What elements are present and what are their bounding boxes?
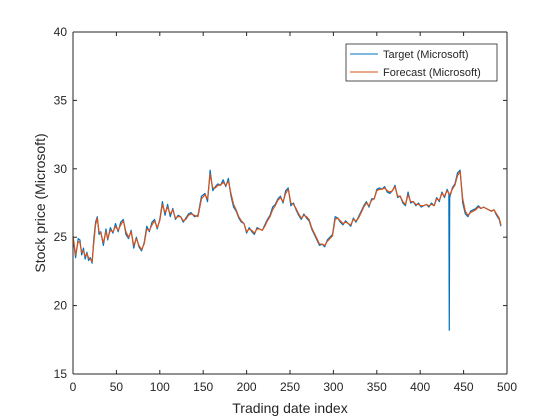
y-tick-label: 25 — [54, 230, 68, 244]
ticks-layer: 0 50 100 150 200 250 300 350 400 450 500 15 20 25 30 35… — [54, 25, 518, 394]
x-tick-label: 150 — [193, 380, 213, 394]
x-tick-label: 450 — [454, 380, 474, 394]
legend-label-forecast: Forecast (Microsoft) — [383, 67, 481, 79]
y-tick-label: 15 — [54, 367, 68, 381]
x-tick-label: 200 — [237, 380, 257, 394]
y-tick-label: 30 — [54, 162, 68, 176]
legend-box — [345, 43, 498, 82]
legend-label-target: Target (Microsoft) — [383, 49, 469, 61]
y-axis-label: Stock price (Microsoft) — [32, 133, 48, 272]
x-tick-label: 0 — [70, 380, 77, 394]
y-tick-label: 20 — [54, 299, 68, 313]
x-tick-label: 400 — [410, 380, 430, 394]
y-tick-label: 40 — [54, 25, 68, 39]
x-tick-label: 250 — [280, 380, 300, 394]
x-tick-label: 300 — [323, 380, 343, 394]
x-tick-label: 500 — [497, 380, 517, 394]
series-line-forecast — [72, 170, 502, 263]
x-tick-label: 350 — [367, 380, 387, 394]
y-tick-label: 35 — [54, 93, 68, 107]
x-tick-label: 100 — [150, 380, 170, 394]
series-layer — [72, 169, 502, 331]
x-axis-label: Trading date index — [232, 400, 347, 416]
x-tick-label: 50 — [110, 380, 124, 394]
legend: Target (Microsoft) Forecast (Microsoft) — [345, 43, 498, 82]
